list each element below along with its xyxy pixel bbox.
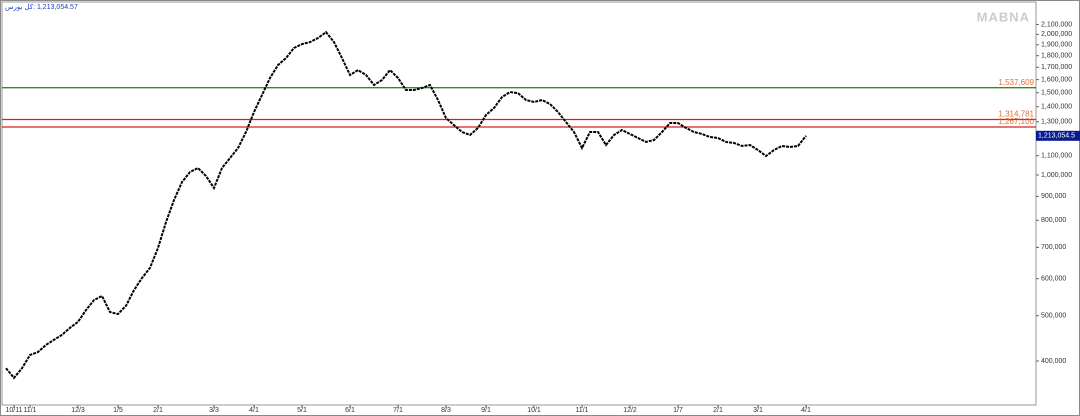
y-tick-label: 1,100,000: [1041, 153, 1072, 160]
x-tick-label: 7/1: [393, 407, 403, 414]
x-tick-label: 4/1: [801, 407, 811, 414]
x-tick-label: 5/1: [297, 407, 307, 414]
chart-title: 1,213,054.57 :کل بورس: [5, 3, 78, 11]
x-tick-label: 1/7: [673, 407, 683, 414]
x-tick-label: 2/1: [153, 407, 163, 414]
y-tick-label: 1,700,000: [1041, 64, 1072, 71]
last-price-label: 1,213,054.5: [1038, 133, 1075, 140]
y-tick-label: 1,800,000: [1041, 53, 1072, 60]
price-line: [5, 30, 807, 380]
y-tick-label: 600,000: [1041, 276, 1066, 283]
y-tick-label: 1,600,000: [1041, 76, 1072, 83]
x-tick-label: 10/1: [527, 407, 541, 414]
y-tick-label: 1,000,000: [1041, 172, 1072, 179]
watermark: MABNA: [977, 9, 1030, 24]
x-tick-label: 6/1: [345, 407, 355, 414]
x-tick-label: 11/1: [23, 407, 36, 414]
x-tick-label: 10/11: [6, 407, 23, 414]
y-tick-label: 1,400,000: [1041, 104, 1072, 111]
x-tick-label: 3/3: [209, 407, 219, 414]
y-tick-label: 2,100,000: [1041, 21, 1072, 28]
y-tick-label: 500,000: [1041, 313, 1066, 320]
y-tick-label: 2,000,000: [1041, 31, 1072, 38]
y-tick-label: 400,000: [1041, 358, 1066, 365]
x-tick-label: 8/3: [441, 407, 451, 414]
x-tick-label: 12/2: [623, 407, 637, 414]
level-label: 1,314,781: [998, 110, 1034, 119]
x-tick-label: 1/5: [113, 407, 123, 414]
x-tick-label: 4/1: [249, 407, 259, 414]
x-tick-label: 12/3: [71, 407, 85, 414]
y-tick-label: 700,000: [1041, 244, 1066, 251]
last-price-box: [1036, 130, 1080, 141]
x-tick-label: 9/1: [481, 407, 491, 414]
y-tick-label: 1,900,000: [1041, 42, 1072, 49]
x-tick-label: 3/1: [753, 407, 763, 414]
level-label: 1,537,609: [998, 78, 1034, 87]
y-tick-label: 900,000: [1041, 193, 1066, 200]
y-tick-label: 800,000: [1041, 217, 1066, 224]
plot-area: [1, 1, 1037, 406]
x-tick-label: 2/1: [713, 407, 723, 414]
y-tick-label: 1,300,000: [1041, 119, 1072, 126]
x-tick-label: 11/1: [575, 407, 588, 414]
y-tick-label: 1,500,000: [1041, 90, 1072, 97]
level-label: 1,267,100: [998, 117, 1034, 126]
